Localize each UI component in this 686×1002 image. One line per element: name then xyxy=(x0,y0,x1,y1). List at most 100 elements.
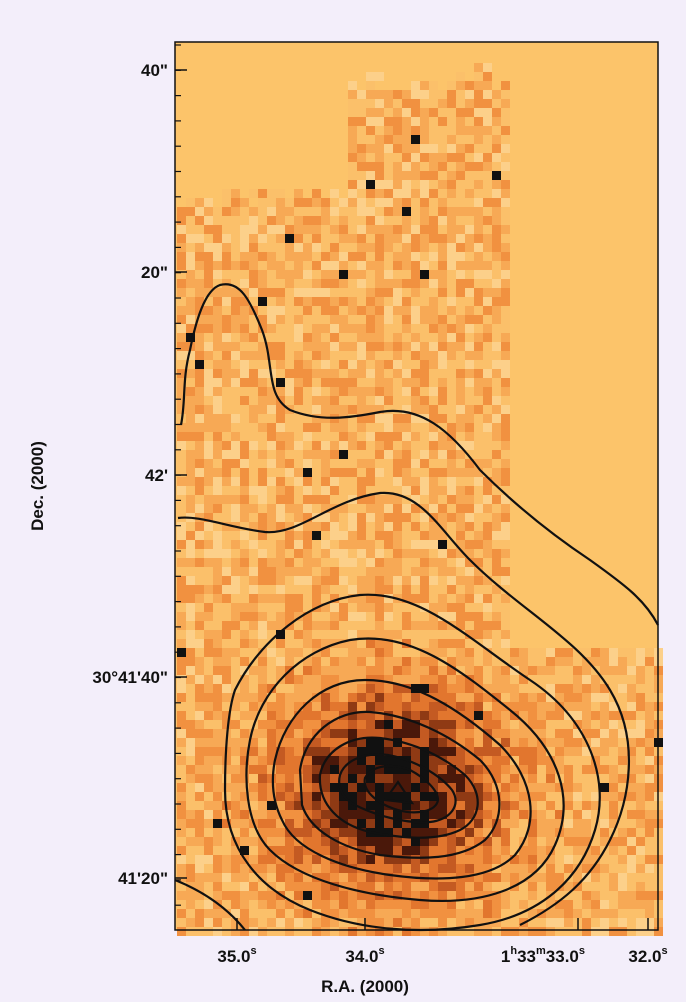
pixel xyxy=(204,423,213,432)
pixel xyxy=(546,783,555,792)
pixel xyxy=(249,234,258,243)
pixel xyxy=(393,360,402,369)
pixel xyxy=(429,495,438,504)
pixel xyxy=(465,342,474,351)
pixel xyxy=(195,612,204,621)
pixel xyxy=(366,252,375,261)
pixel xyxy=(492,900,501,909)
pixel xyxy=(240,405,249,414)
pixel xyxy=(546,657,555,666)
pixel xyxy=(348,900,357,909)
pixel xyxy=(339,234,348,243)
pixel xyxy=(420,567,429,576)
pixel xyxy=(177,900,186,909)
pixel xyxy=(240,909,249,918)
pixel xyxy=(555,873,564,882)
pixel xyxy=(339,468,348,477)
pixel xyxy=(465,513,474,522)
pixel xyxy=(492,675,501,684)
pixel xyxy=(447,117,456,126)
pixel xyxy=(294,639,303,648)
pixel xyxy=(267,423,276,432)
pixel xyxy=(501,108,510,117)
pixel xyxy=(519,864,528,873)
pixel xyxy=(384,243,393,252)
pixel xyxy=(321,297,330,306)
pixel xyxy=(366,270,375,279)
pixel xyxy=(276,909,285,918)
pixel xyxy=(240,216,249,225)
pixel xyxy=(312,711,321,720)
pixel xyxy=(474,747,483,756)
pixel xyxy=(357,243,366,252)
pixel xyxy=(492,531,501,540)
pixel xyxy=(375,288,384,297)
pixel xyxy=(375,540,384,549)
pixel xyxy=(474,738,483,747)
pixel xyxy=(258,675,267,684)
pixel xyxy=(537,801,546,810)
pixel xyxy=(240,693,249,702)
pixel xyxy=(177,747,186,756)
pixel xyxy=(285,567,294,576)
pixel xyxy=(267,810,276,819)
pixel xyxy=(186,711,195,720)
pixel xyxy=(321,567,330,576)
pixel xyxy=(402,135,411,144)
pixel xyxy=(303,369,312,378)
pixel xyxy=(519,702,528,711)
pixel xyxy=(195,927,204,936)
pixel xyxy=(411,162,420,171)
pixel xyxy=(348,468,357,477)
pixel xyxy=(402,522,411,531)
pixel xyxy=(366,909,375,918)
pixel xyxy=(186,810,195,819)
pixel xyxy=(186,198,195,207)
pixel xyxy=(204,360,213,369)
pixel xyxy=(429,243,438,252)
x-tick-label-part: m xyxy=(536,945,546,957)
pixel xyxy=(393,837,402,846)
pixel xyxy=(276,504,285,513)
pixel xyxy=(357,396,366,405)
pixel xyxy=(258,855,267,864)
pixel xyxy=(402,441,411,450)
pixel xyxy=(393,288,402,297)
pixel xyxy=(645,819,654,828)
pixel xyxy=(204,477,213,486)
pixel xyxy=(384,270,393,279)
pixel xyxy=(366,333,375,342)
pixel xyxy=(411,783,420,792)
pixel xyxy=(357,216,366,225)
pixel xyxy=(276,882,285,891)
pixel xyxy=(267,675,276,684)
pixel xyxy=(429,504,438,513)
pixel xyxy=(438,837,447,846)
pixel xyxy=(186,270,195,279)
pixel xyxy=(213,243,222,252)
pixel xyxy=(186,594,195,603)
pixel xyxy=(240,567,249,576)
pixel xyxy=(420,918,429,927)
pixel xyxy=(321,531,330,540)
pixel xyxy=(420,819,429,828)
pixel xyxy=(222,549,231,558)
pixel xyxy=(636,882,645,891)
pixel xyxy=(330,207,339,216)
pixel xyxy=(249,495,258,504)
pixel xyxy=(438,126,447,135)
pixel xyxy=(393,441,402,450)
pixel xyxy=(411,423,420,432)
pixel xyxy=(465,198,474,207)
pixel xyxy=(213,639,222,648)
pixel xyxy=(501,414,510,423)
pixel xyxy=(204,450,213,459)
pixel xyxy=(240,702,249,711)
pixel xyxy=(375,432,384,441)
pixel xyxy=(312,270,321,279)
pixel xyxy=(258,765,267,774)
pixel xyxy=(519,738,528,747)
pixel xyxy=(204,648,213,657)
pixel xyxy=(483,522,492,531)
pixel xyxy=(501,810,510,819)
